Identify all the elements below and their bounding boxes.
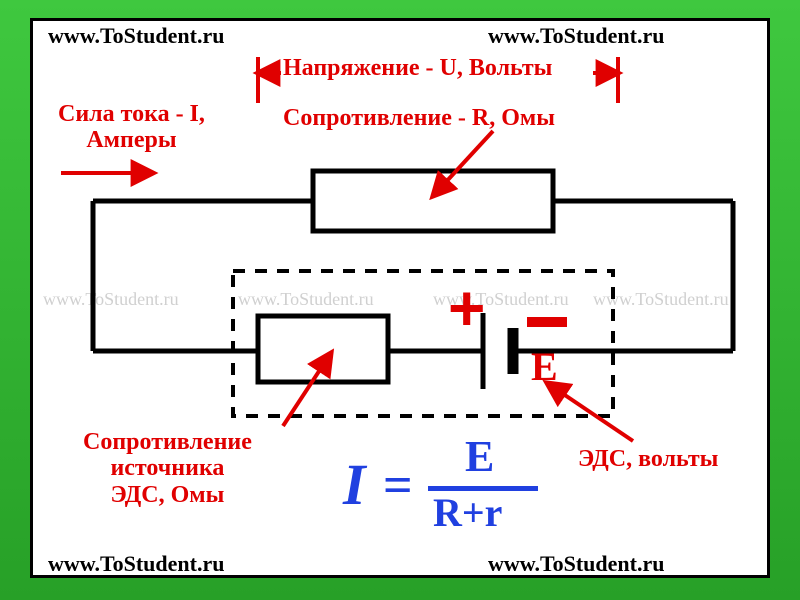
watermark-faded-2: www.ToStudent.ru [238,289,374,310]
label-resistance-R: Сопротивление - R, Омы [283,105,555,131]
watermark-br: www.ToStudent.ru [488,551,664,577]
symbol-plus: + [448,271,485,345]
formula-I: I [343,451,366,518]
watermark-faded-1: www.ToStudent.ru [43,289,179,310]
symbol-minus [527,317,567,327]
watermark-tr: www.ToStudent.ru [488,23,664,49]
watermark-faded-4: www.ToStudent.ru [593,289,729,310]
diagram-panel: www.ToStudent.ru www.ToStudent.ru www.To… [30,18,770,578]
watermark-tl: www.ToStudent.ru [48,23,224,49]
label-current-l1: Сила тока - I, [58,101,205,127]
label-voltage: Напряжение - U, Вольты [283,55,552,81]
label-r-l3: ЭДС, Омы [111,482,225,508]
symbol-E: E [531,343,558,390]
label-r-l2: источника [110,455,224,481]
label-resistance-r: Сопротивление источника ЭДС, Омы [83,429,252,508]
formula-num: E [465,431,494,482]
label-current-l2: Амперы [86,127,176,153]
formula-eq: = [383,456,413,515]
symbol-r: r [325,301,343,348]
label-r-l1: Сопротивление [83,429,252,455]
label-emf: ЭДС, вольты [578,446,718,472]
label-current: Сила тока - I, Амперы [58,101,205,154]
formula-den: R+r [433,489,502,536]
watermark-bl: www.ToStudent.ru [48,551,224,577]
